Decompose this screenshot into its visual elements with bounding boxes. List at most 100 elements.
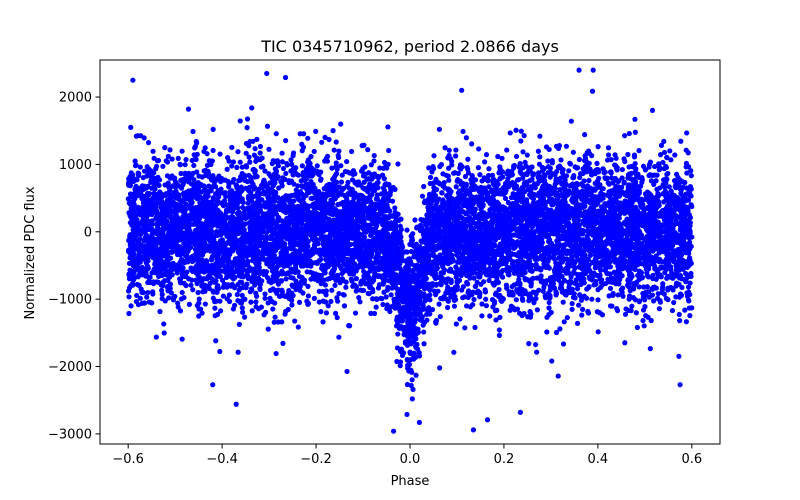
data-point [273,131,279,137]
data-point [460,128,466,135]
data-point [486,166,492,172]
data-point [644,284,650,290]
data-point [380,301,386,308]
data-point [361,268,367,275]
data-point [437,365,443,371]
data-point [462,325,468,331]
data-point [161,321,167,327]
data-point [160,163,166,169]
data-point [144,164,150,170]
data-point [383,294,389,300]
data-point [284,160,290,167]
data-point [404,342,411,348]
data-point [326,136,332,143]
data-point [430,164,436,170]
data-point [688,173,694,179]
data-point [318,176,324,182]
data-point [581,178,587,184]
data-point [244,116,251,122]
data-point [149,300,155,306]
data-point [453,153,459,159]
data-point [311,148,317,155]
data-point [201,188,207,194]
data-point [248,299,254,305]
data-point [305,293,311,299]
data-point [344,158,350,165]
data-point [589,296,595,302]
data-point [373,304,379,310]
data-point [362,164,368,170]
data-point [352,310,359,316]
data-point [487,313,493,319]
data-point [199,310,205,316]
data-point [549,358,555,364]
data-point [132,158,138,164]
data-point [677,318,683,324]
data-point [153,163,160,170]
data-point [641,323,647,329]
data-point [220,277,226,283]
data-point [619,166,626,173]
data-point [657,185,663,191]
data-point [190,128,196,135]
data-point [280,340,286,346]
data-point [465,170,472,176]
data-point [451,303,458,309]
data-point [530,289,536,295]
data-point [622,340,628,346]
data-point [370,296,376,302]
data-point [331,147,337,153]
data-point [138,133,144,139]
data-point [622,133,628,139]
data-point [513,127,519,133]
data-point [125,196,131,202]
data-point [234,164,240,171]
data-point [296,299,303,305]
data-point [632,129,638,135]
data-point [684,130,690,136]
data-point [504,147,510,153]
data-point [659,286,665,293]
data-point [381,159,388,166]
data-point [507,130,513,136]
data-point [580,306,586,312]
data-point [202,301,208,307]
data-point [579,312,585,318]
data-point [594,160,600,166]
data-point [130,172,136,178]
data-point [188,282,194,288]
data-point [419,193,426,199]
data-point [265,326,271,332]
data-point [329,165,335,171]
data-point [167,147,173,153]
data-point [210,147,216,154]
data-point [279,159,285,165]
data-point [605,145,612,151]
data-point [150,148,156,154]
data-point [394,345,401,351]
data-point [421,183,427,190]
data-point [607,285,614,292]
data-point [566,168,572,174]
data-point [662,184,668,190]
data-point [655,291,661,297]
data-point [493,317,499,323]
data-point [145,140,152,146]
data-point [273,350,279,357]
data-point [328,298,334,305]
data-point [537,133,543,139]
data-point [181,294,187,301]
data-point [564,314,570,321]
data-point [576,156,582,163]
data-point [434,199,440,205]
data-point [477,172,483,178]
data-point [446,177,452,183]
data-point [344,368,350,375]
data-point [642,297,648,303]
data-point [385,124,391,130]
data-point [465,288,472,294]
data-point [223,194,229,200]
data-point [212,299,218,305]
data-point [234,291,240,298]
